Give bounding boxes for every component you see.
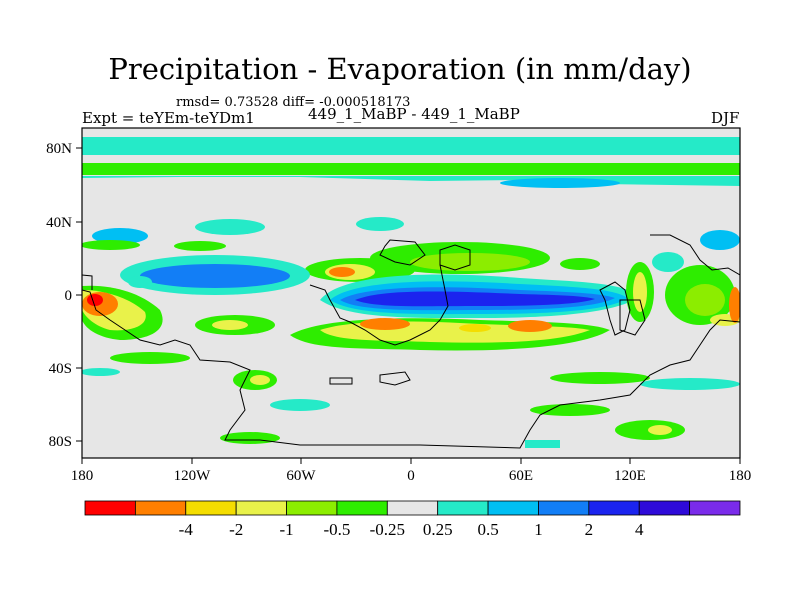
colorbar-labels: -4 -2 -1 -0.5 -0.25 0.25 0.5 1 2 4	[179, 520, 644, 539]
y-tick-label: 80S	[49, 434, 72, 450]
colorbar-label: -1	[279, 520, 293, 539]
sh-green-1	[110, 352, 190, 364]
sh-yellow-5	[648, 425, 672, 435]
s-band-gold	[459, 324, 491, 332]
case-label: 449_1_MaBP - 449_1_MaBP	[308, 105, 520, 123]
x-tick-label: 60W	[286, 468, 316, 484]
sh-cyan-3	[82, 368, 120, 376]
coastlines	[82, 234, 740, 449]
east-lime	[685, 284, 725, 316]
coast-europe	[379, 239, 426, 266]
colorbar-swatch	[134, 500, 187, 516]
nw-pacific-blue	[92, 228, 148, 244]
atl-orange	[329, 267, 355, 277]
coast-island-2	[379, 371, 411, 386]
colorbar-label: 0.25	[423, 520, 453, 539]
s-band-orange-1	[360, 318, 410, 330]
coast-south	[82, 289, 740, 449]
n-atlantic-cyan	[356, 217, 404, 231]
pacific-small-cyan	[128, 276, 152, 288]
sh-cyan-4	[525, 440, 560, 448]
plot-title: Precipitation - Evaporation (in mm/day)	[108, 52, 692, 86]
n-pacific-cyan	[195, 219, 265, 235]
green-streak-1	[82, 240, 140, 250]
colorbar-swatch	[487, 500, 539, 516]
eq-band-darkblue	[355, 291, 595, 307]
coast-nw	[82, 274, 93, 290]
s-pacific-yellow	[212, 320, 248, 330]
coast-asia	[599, 281, 631, 336]
x-tick-label: 180	[71, 468, 94, 484]
east-cyan	[652, 252, 684, 272]
y-tick-label: 40N	[46, 215, 72, 231]
sh-green-3	[550, 372, 650, 384]
colorbar-label: 2	[585, 520, 594, 539]
colorbar-label: -2	[229, 520, 243, 539]
x-tick-label: 60E	[509, 468, 533, 484]
coast-africa	[309, 244, 471, 346]
sh-green-4	[530, 404, 610, 416]
x-tick-label: 120E	[614, 468, 646, 484]
sh-cyan-1	[270, 399, 330, 411]
colorbar-label: -4	[179, 520, 194, 539]
north-blue-strip	[500, 178, 620, 188]
y-ticks	[76, 147, 82, 442]
contour-field	[82, 128, 740, 458]
green-patch	[560, 258, 600, 270]
sh-yellow-2	[250, 375, 270, 385]
colorbar-swatch	[286, 500, 338, 516]
stats-line: rmsd= 0.73528 diff= -0.000518173	[176, 95, 411, 110]
arctic-band	[82, 137, 740, 155]
colorbar-swatch	[185, 500, 237, 516]
colorbar-label: 1	[534, 520, 543, 539]
colorbar-swatch	[235, 500, 287, 516]
colorbar	[84, 500, 741, 516]
x-tick-label: 120W	[174, 468, 212, 484]
colorbar-swatch	[538, 500, 590, 516]
sh-cyan-2	[640, 378, 740, 390]
green-streak-2	[174, 241, 226, 251]
x-ticks	[81, 458, 741, 464]
colorbar-swatch	[84, 500, 136, 516]
y-tick-label: 80N	[46, 141, 72, 157]
experiment-label: Expt = teYEm-teYDm1	[82, 109, 255, 127]
x-tick-label: 0	[407, 468, 415, 484]
coast-island-1	[329, 377, 353, 385]
colorbar-swatch	[689, 500, 741, 516]
season-label: DJF	[711, 109, 740, 127]
north-band	[82, 163, 740, 175]
colorbar-swatch	[437, 500, 489, 516]
colorbar-swatch	[638, 500, 691, 516]
east-blue-patch	[700, 230, 740, 250]
y-tick-label: 40S	[49, 361, 72, 377]
coast-maritime	[619, 299, 646, 336]
east-orange	[729, 287, 740, 323]
coast-ne	[650, 234, 740, 276]
colorbar-swatch	[336, 500, 388, 516]
s-band-orange-2	[508, 320, 552, 332]
colorbar-swatch	[386, 500, 439, 516]
colorbar-label: -0.5	[323, 520, 350, 539]
sh-green-6	[220, 432, 280, 444]
west-red	[87, 294, 103, 306]
colorbar-swatch	[588, 500, 640, 516]
east-yellow-vert	[633, 272, 647, 312]
y-tick-label: 0	[65, 288, 73, 304]
pacific-blue	[140, 264, 290, 288]
colorbar-label: 4	[635, 520, 644, 539]
colorbar-label: -0.25	[370, 520, 405, 539]
colorbar-label: 0.5	[477, 520, 498, 539]
x-tick-label: 180	[729, 468, 752, 484]
